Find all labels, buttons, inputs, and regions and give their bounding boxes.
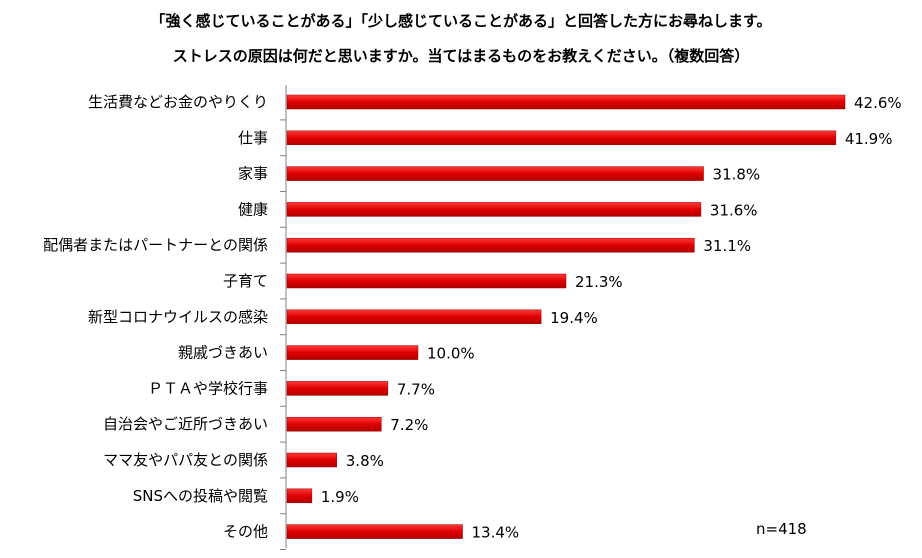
value-label: 1.9% (321, 488, 359, 506)
bar (286, 273, 567, 289)
category-label: 子育て (223, 272, 268, 290)
category-label: SNSへの投稿や閲覧 (133, 487, 268, 505)
category-label: 新型コロナウイルスの感染 (88, 308, 268, 326)
bar (286, 488, 313, 504)
value-label: 31.8% (713, 166, 761, 184)
bar (286, 237, 695, 253)
bar (286, 166, 704, 181)
category-label: 親戚づきあい (178, 344, 268, 362)
sample-size-note: n=418 (756, 520, 807, 538)
category-label: 健康 (238, 200, 268, 218)
bar (286, 416, 382, 432)
bar (286, 381, 389, 396)
bar (286, 345, 419, 360)
category-label: ママ友やパパ友との関係 (103, 451, 268, 469)
category-label: 自治会やご近所づきあい (103, 415, 268, 433)
chart-subtitle: ストレスの原因は何だと思いますか。当てはまるものをお教えください。（複数回答） (172, 47, 750, 65)
value-label: 10.0% (427, 345, 475, 363)
value-label: 31.1% (703, 237, 751, 255)
bar (286, 130, 837, 146)
bar (286, 202, 702, 217)
category-label: ＰＴＡや学校行事 (148, 379, 268, 397)
bar (286, 94, 846, 110)
bar (286, 309, 542, 325)
value-label: 42.6% (854, 94, 902, 112)
category-label: 家事 (238, 165, 268, 183)
value-label: 21.3% (575, 273, 623, 291)
category-label: 仕事 (238, 129, 268, 147)
category-label: その他 (223, 523, 268, 541)
value-label: 31.6% (710, 201, 758, 219)
value-label: 7.2% (390, 416, 428, 434)
bar (286, 452, 338, 468)
value-label: 7.7% (397, 380, 435, 398)
chart-title: 「強く感じていることがある」「少し感じていることがある」と回答した方にお尋ねしま… (150, 12, 772, 30)
category-label: 配偶者またはパートナーとの関係 (43, 236, 268, 254)
value-label: 13.4% (472, 524, 520, 542)
value-label: 3.8% (346, 452, 384, 470)
value-label: 41.9% (845, 130, 893, 148)
category-label: 生活費などお金のやりくり (88, 93, 268, 111)
bar (286, 524, 463, 539)
value-label: 19.4% (550, 309, 598, 327)
